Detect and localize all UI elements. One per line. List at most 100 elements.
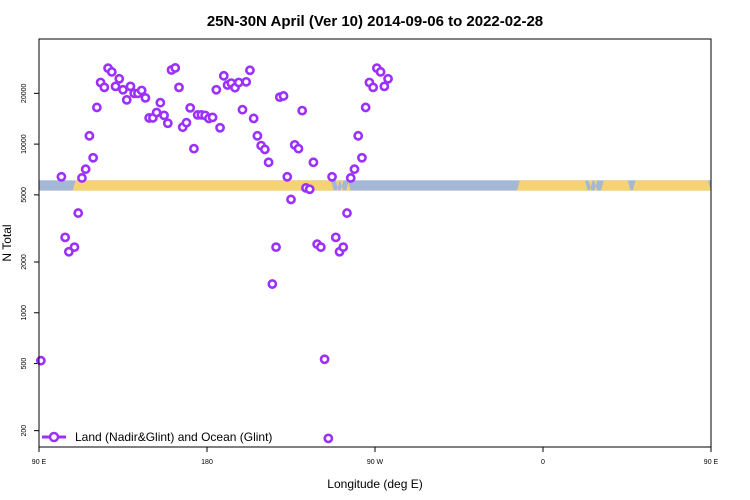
x-tick-label: 180 bbox=[201, 459, 213, 466]
legend-label: Land (Nadir&Glint) and Ocean (Glint) bbox=[75, 430, 272, 444]
data-point bbox=[136, 85, 147, 96]
data-point bbox=[69, 242, 80, 253]
data-point bbox=[218, 70, 229, 81]
data-point bbox=[211, 84, 222, 95]
data-point bbox=[56, 171, 67, 182]
y-tick-label: 500 bbox=[21, 358, 28, 370]
data-point bbox=[114, 73, 125, 84]
data-point bbox=[330, 232, 341, 243]
data-point bbox=[170, 63, 181, 73]
data-point bbox=[207, 112, 218, 123]
data-point bbox=[282, 171, 293, 182]
data-point bbox=[181, 117, 192, 128]
data-point bbox=[248, 113, 259, 124]
data-point bbox=[327, 171, 337, 182]
y-axis-label: N Total bbox=[0, 224, 14, 261]
data-point bbox=[99, 82, 110, 93]
plot-frame bbox=[38, 38, 712, 448]
data-point bbox=[77, 173, 87, 183]
land-segment bbox=[516, 180, 588, 191]
data-point bbox=[151, 107, 162, 118]
y-tick-label: 5000 bbox=[21, 187, 28, 203]
data-point bbox=[106, 67, 117, 77]
x-tick-label: 90 E bbox=[704, 459, 719, 466]
data-point bbox=[245, 65, 255, 76]
data-point bbox=[35, 355, 46, 366]
data-point bbox=[233, 77, 244, 88]
data-point bbox=[353, 130, 364, 141]
data-point bbox=[185, 102, 196, 113]
x-tick-label: 90 E bbox=[32, 459, 47, 466]
x-axis: 90 E 180 90 W 0 90 E bbox=[32, 447, 719, 466]
land-segment bbox=[588, 180, 593, 191]
data-point bbox=[125, 81, 136, 92]
data-point bbox=[118, 84, 128, 95]
y-tick-label: 1000 bbox=[21, 305, 28, 321]
data-point bbox=[379, 81, 390, 92]
data-point bbox=[215, 122, 225, 133]
land-segment bbox=[632, 180, 711, 191]
data-point bbox=[110, 81, 121, 92]
data-point bbox=[267, 279, 278, 289]
ocean-band bbox=[39, 180, 711, 191]
data-point bbox=[345, 173, 356, 183]
land-segment bbox=[594, 180, 598, 191]
y-tick-label: 20000 bbox=[21, 84, 28, 104]
data-point bbox=[297, 105, 308, 116]
y-axis: 200 500 1000 2000 5000 10000 20000 bbox=[21, 84, 39, 437]
data-point bbox=[357, 152, 367, 163]
data-point bbox=[368, 82, 379, 93]
data-point bbox=[73, 208, 84, 218]
data-point bbox=[252, 130, 263, 141]
data-point bbox=[189, 143, 199, 154]
legend-marker bbox=[48, 431, 60, 443]
land-segment bbox=[340, 180, 344, 191]
data-point bbox=[308, 157, 319, 168]
data-point bbox=[80, 164, 91, 175]
data-point bbox=[241, 76, 252, 87]
data-point bbox=[162, 118, 173, 129]
x-axis-label: Longitude (deg E) bbox=[327, 477, 422, 491]
data-point bbox=[91, 102, 102, 113]
chart-title: 25N-30N April (Ver 10) 2014-09-06 to 202… bbox=[207, 13, 543, 30]
land-segment bbox=[346, 180, 351, 191]
data-point bbox=[304, 184, 315, 195]
data-point bbox=[349, 164, 360, 175]
data-point bbox=[237, 104, 248, 115]
data-point bbox=[323, 433, 334, 444]
data-point bbox=[271, 242, 281, 253]
land-segment bbox=[600, 180, 631, 191]
x-tick-label: 90 W bbox=[367, 459, 384, 466]
data-point bbox=[263, 157, 274, 168]
data-point bbox=[88, 152, 99, 163]
data-point bbox=[342, 208, 352, 218]
data-point bbox=[278, 91, 289, 101]
data-point bbox=[360, 102, 371, 113]
data-point bbox=[174, 82, 184, 93]
land-segment bbox=[335, 180, 340, 191]
y-tick-label: 2000 bbox=[21, 254, 28, 270]
data-point bbox=[293, 143, 304, 154]
map-strip bbox=[39, 180, 711, 191]
data-point bbox=[155, 97, 166, 108]
data-points bbox=[35, 63, 393, 444]
legend: Land (Nadir&Glint) and Ocean (Glint) bbox=[42, 430, 272, 444]
data-point bbox=[286, 194, 296, 205]
data-point bbox=[140, 92, 151, 103]
y-tick-label: 10000 bbox=[21, 134, 28, 154]
data-point bbox=[338, 242, 349, 253]
data-point bbox=[259, 144, 270, 155]
data-point bbox=[315, 242, 326, 253]
data-point bbox=[159, 110, 169, 121]
data-point bbox=[383, 73, 393, 84]
x-tick-label: 0 bbox=[541, 459, 545, 466]
data-point bbox=[319, 354, 330, 365]
land-segment bbox=[72, 180, 334, 191]
data-point bbox=[375, 67, 386, 77]
data-point bbox=[121, 94, 132, 105]
data-point bbox=[60, 232, 71, 243]
y-tick-label: 200 bbox=[21, 425, 28, 437]
data-point bbox=[84, 130, 95, 141]
